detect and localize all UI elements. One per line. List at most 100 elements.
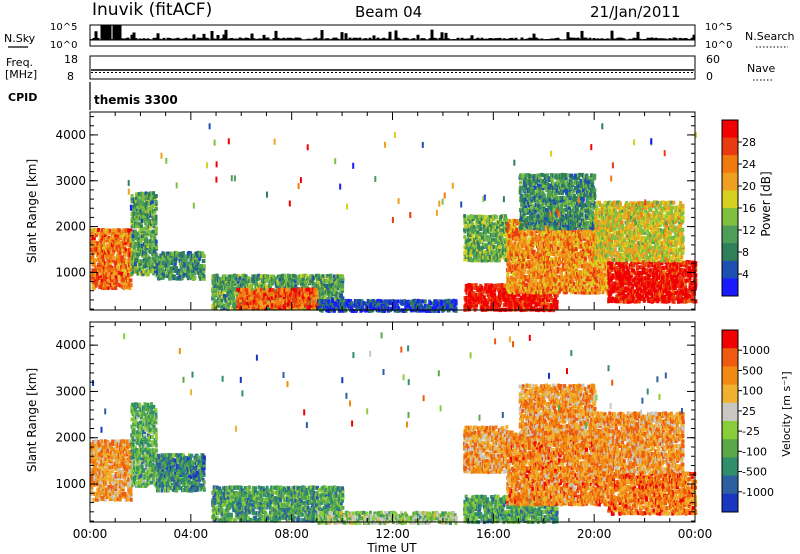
scatter-cell (144, 234, 148, 239)
scatter-cell (135, 269, 138, 273)
scatter-cell (144, 251, 148, 256)
scatter-cell (239, 284, 243, 289)
scatter-cell (139, 231, 143, 236)
scatter-cell (254, 281, 258, 286)
scatter-cell (588, 257, 592, 262)
scatter-cell (154, 206, 158, 211)
nsearch-label: N.Search (745, 30, 795, 43)
scatter-cell (100, 255, 104, 260)
scatter-cell (294, 279, 298, 284)
scatter-cell (110, 265, 114, 270)
scatter-cell (91, 230, 95, 235)
scatter-cell (138, 267, 142, 271)
scatter-cell (102, 245, 106, 250)
scatter-cell (236, 276, 240, 281)
scatter-cell (92, 236, 96, 241)
scatter-cell (93, 271, 97, 275)
scatter-cell (99, 262, 103, 267)
scatter-cell (118, 240, 122, 245)
scatter-cell (125, 280, 129, 285)
scatter-cell (112, 248, 116, 253)
scatter-cell (96, 271, 100, 276)
scatter-cell (104, 281, 108, 285)
scatter-cell (109, 245, 112, 250)
scatter-cell (172, 274, 176, 279)
scatter-cell (99, 265, 103, 270)
scatter-cell (140, 211, 144, 216)
scatter-cell (142, 261, 145, 266)
scatter-cell (162, 269, 166, 274)
scatter-cell (152, 217, 156, 222)
scatter-cell (147, 256, 151, 261)
scatter-cell (291, 301, 295, 305)
scatter-cell (117, 228, 121, 233)
scatter-cell (132, 211, 136, 216)
nave-label: Nave (747, 62, 775, 75)
scatter-cell (98, 280, 102, 285)
scatter-cell (120, 271, 124, 276)
freq-panel (89, 55, 696, 80)
scatter-cell (170, 266, 174, 271)
scatter-cell (154, 226, 158, 231)
scatter-cell (396, 299, 400, 304)
scatter-cell (150, 234, 154, 238)
scatter-cell (137, 194, 141, 199)
scatter-cell (138, 202, 142, 206)
scatter-cell (151, 214, 155, 219)
scatter-cell (236, 279, 240, 284)
scatter-cell (96, 241, 100, 246)
scatter-cell (211, 306, 215, 311)
scatter-cell (555, 299, 559, 304)
scatter-cell (147, 219, 151, 223)
scatter-cell (159, 273, 163, 278)
scatter-cell (155, 254, 159, 259)
scatter-cell (97, 228, 101, 232)
scatter-cell (273, 279, 277, 284)
scatter-cell (105, 263, 108, 268)
scatter-cell (211, 276, 215, 281)
scatter-cell (234, 299, 238, 304)
scatter-cell (131, 269, 135, 274)
scatter-cell (115, 241, 119, 246)
scatter-cell (196, 250, 200, 255)
scatter-cell (99, 243, 103, 248)
scatter-cell (212, 279, 216, 284)
scatter-cell (140, 236, 144, 241)
scatter-cell (244, 274, 248, 279)
scatter-cell (257, 288, 261, 292)
scatter-cell (149, 247, 153, 252)
scatter-cell (329, 273, 333, 278)
scatter-cell (90, 238, 94, 243)
nsky-tick-top: 10^5 (50, 22, 77, 33)
scatter-cell (99, 273, 103, 278)
scatter-cell (186, 274, 190, 278)
scatter-cell (281, 276, 285, 281)
scatter-cell (154, 194, 158, 198)
scatter-cell (91, 268, 95, 273)
scatter-cell (263, 284, 267, 289)
scatter-cell (116, 260, 120, 265)
scatter-cell (114, 263, 118, 268)
scatter-cell (154, 247, 158, 251)
scatter-cell (220, 294, 224, 299)
scatter-cell (214, 293, 218, 298)
scatter-cell (122, 266, 126, 271)
scatter-cell (111, 273, 115, 278)
scatter-cell (106, 285, 110, 290)
cpid-value: themis 3300 (94, 93, 178, 107)
scatter-cell (289, 279, 293, 284)
scatter-cell (228, 294, 232, 299)
scatter-cell (137, 224, 141, 229)
scatter-cell (290, 284, 294, 289)
scatter-cell (152, 233, 156, 238)
scatter-cell (472, 291, 476, 296)
scatter-cell (144, 191, 148, 196)
scatter-cell (137, 241, 141, 246)
scatter-cell (193, 275, 197, 280)
scatter-cell (187, 271, 191, 276)
scatter-cell (168, 256, 172, 261)
scatter-cell (290, 276, 294, 281)
scatter-cell (147, 229, 151, 234)
scatter-cell (183, 254, 187, 259)
scatter-cell (293, 288, 297, 293)
